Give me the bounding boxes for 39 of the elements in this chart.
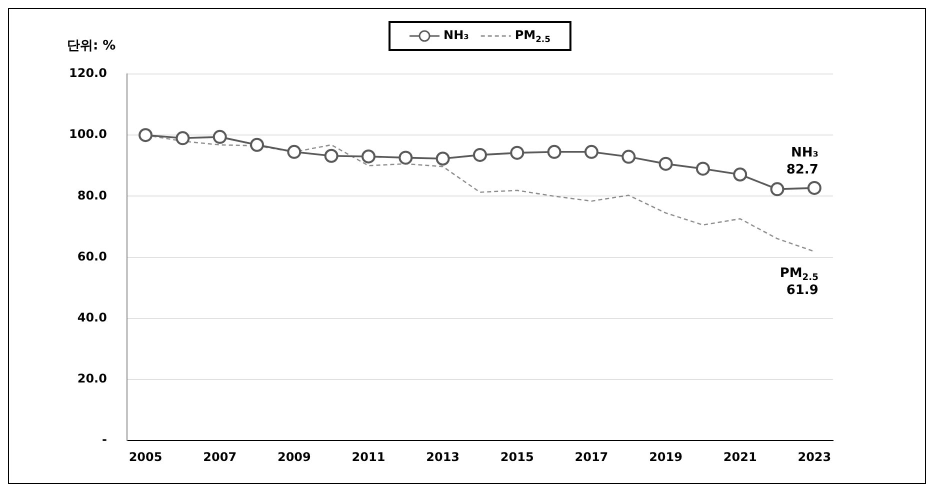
point [362, 149, 376, 164]
point [807, 180, 822, 195]
y-axis-title: 단위: % [66, 38, 116, 54]
y-tick-label: 40.0 [77, 310, 107, 325]
x-tick-label: 2013 [426, 450, 460, 464]
x-tick-label: 2011 [352, 450, 386, 464]
legend-label: NH₃ [444, 28, 469, 42]
point [510, 146, 524, 160]
point [696, 162, 710, 176]
x-tick-label: 2007 [203, 450, 237, 464]
y-tick-label: 100.0 [68, 127, 107, 142]
point [547, 144, 562, 159]
point [770, 182, 784, 196]
point [658, 156, 673, 171]
point [250, 138, 264, 152]
y-tick-label: 80.0 [77, 188, 107, 202]
x-tick-label: 2015 [500, 450, 534, 464]
y-tick-label: - [102, 432, 107, 447]
x-tick-label: 2009 [277, 450, 311, 464]
x-tick-label: 2021 [723, 450, 757, 464]
point [622, 150, 636, 164]
point [324, 148, 338, 163]
annotation: NH₃ 82.7 [786, 145, 818, 178]
point [733, 168, 748, 182]
point [584, 144, 598, 159]
x-tick-label: 2023 [798, 450, 832, 464]
y-tick-label: 20.0 [77, 372, 107, 386]
y-tick-label: 120.0 [68, 66, 107, 80]
point [472, 148, 487, 162]
point [287, 144, 302, 159]
x-tick-label: 2005 [128, 450, 162, 464]
point [398, 150, 413, 165]
point [176, 131, 190, 146]
point [138, 128, 153, 142]
point [436, 152, 450, 166]
y-tick-label: 60.0 [77, 249, 107, 264]
point [212, 130, 227, 144]
x-tick-label: 2017 [574, 450, 608, 464]
x-tick-label: 2019 [649, 450, 682, 464]
